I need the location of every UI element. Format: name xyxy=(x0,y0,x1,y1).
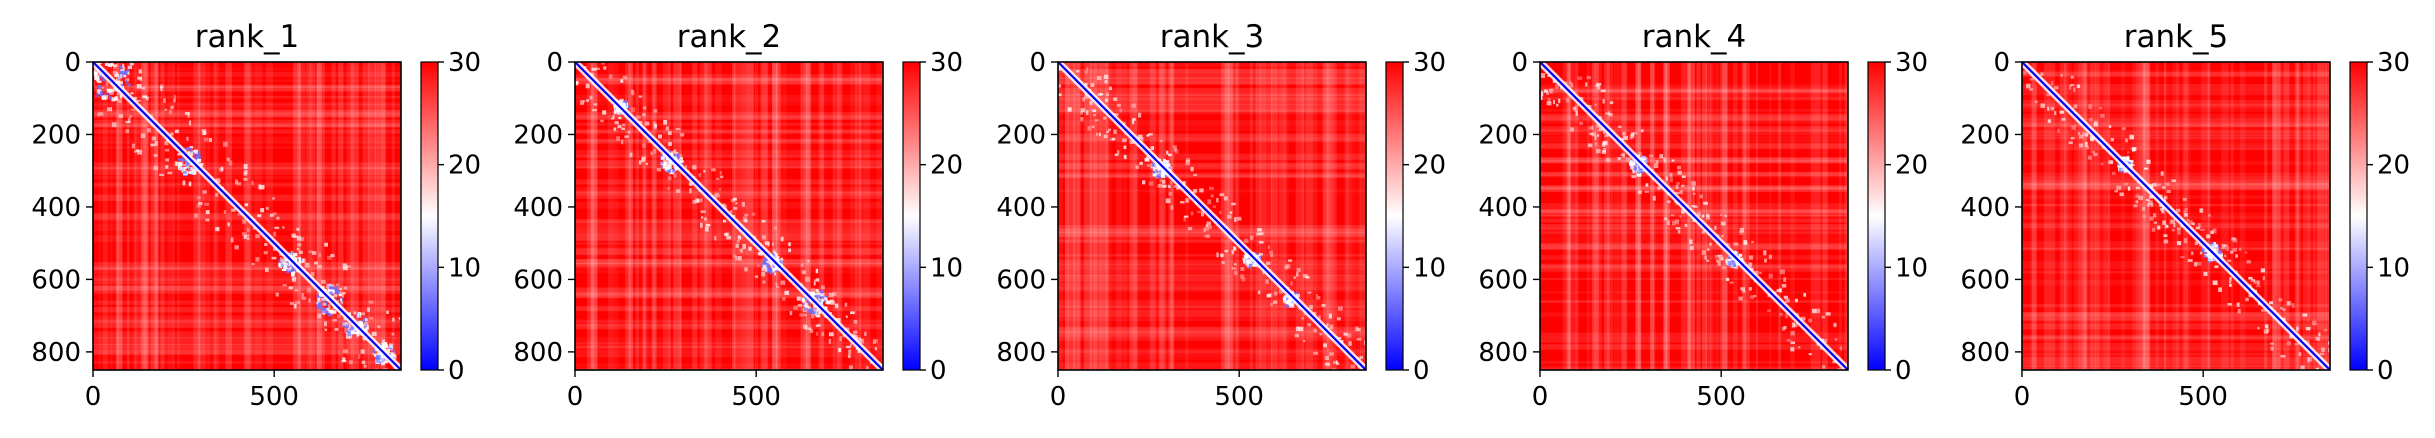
y-tick-label: 600 xyxy=(996,265,1046,295)
panel-title: rank_2 xyxy=(677,19,782,55)
panel-title: rank_3 xyxy=(1160,19,1265,55)
y-tick-label: 0 xyxy=(64,48,81,78)
y-tick-label: 800 xyxy=(31,338,81,368)
colorbar-tick-label: 10 xyxy=(1895,253,1928,283)
x-tick-label: 0 xyxy=(2014,382,2031,412)
colorbar-tick-label: 30 xyxy=(930,48,963,78)
y-tick-label: 800 xyxy=(513,338,563,368)
y-tick-label: 800 xyxy=(1478,338,1528,368)
axes-frame xyxy=(2021,61,2331,371)
colorbar-tick-label: 30 xyxy=(1895,48,1928,78)
colorbar-tick-label: 0 xyxy=(2377,356,2394,386)
y-tick-label: 200 xyxy=(1478,120,1528,150)
x-tick-label: 0 xyxy=(1050,382,1067,412)
axes-frame xyxy=(1057,61,1367,371)
colorbar xyxy=(420,61,439,371)
y-tick-label: 200 xyxy=(513,120,563,150)
y-tick-label: 400 xyxy=(1960,193,2010,223)
y-tick-label: 200 xyxy=(31,120,81,150)
diagonal-line xyxy=(93,62,401,370)
colorbar-tick-label: 0 xyxy=(1895,356,1912,386)
y-tick-label: 400 xyxy=(513,193,563,223)
heatmap-cells xyxy=(1058,62,1366,370)
y-tick-label: 600 xyxy=(1960,265,2010,295)
y-tick-label: 600 xyxy=(31,265,81,295)
y-tick-label: 0 xyxy=(1029,48,1046,78)
axes-frame xyxy=(574,61,884,371)
colorbar-tick-label: 10 xyxy=(2377,253,2410,283)
x-tick-label: 0 xyxy=(1532,382,1549,412)
colorbar-tick-label: 30 xyxy=(1413,48,1446,78)
y-tick-label: 0 xyxy=(546,48,563,78)
colorbar-tick-label: 30 xyxy=(2377,48,2410,78)
colorbar-tick-label: 20 xyxy=(1413,151,1446,181)
colorbar-tick-label: 20 xyxy=(448,151,481,181)
x-tick-label: 0 xyxy=(567,382,584,412)
colorbar xyxy=(1385,61,1404,371)
y-tick-label: 200 xyxy=(996,120,1046,150)
panel-title: rank_1 xyxy=(195,19,300,55)
colorbar-tick-label: 10 xyxy=(448,253,481,283)
y-tick-label: 0 xyxy=(1511,48,1528,78)
colorbar-tick-label: 0 xyxy=(930,356,947,386)
colorbar-tick-label: 20 xyxy=(930,151,963,181)
y-tick-label: 400 xyxy=(996,193,1046,223)
x-tick-label: 500 xyxy=(249,382,299,412)
diagonal-line xyxy=(1058,62,1366,370)
y-tick-label: 400 xyxy=(31,193,81,223)
y-tick-label: 800 xyxy=(996,338,1046,368)
y-tick-label: 400 xyxy=(1478,193,1528,223)
colorbar-tick-label: 30 xyxy=(448,48,481,78)
heatmap-cells xyxy=(93,62,401,370)
axes-frame xyxy=(1539,61,1849,371)
colorbar xyxy=(2349,61,2368,371)
x-tick-label: 0 xyxy=(85,382,102,412)
x-tick-label: 500 xyxy=(2178,382,2228,412)
colorbar xyxy=(1867,61,1886,371)
y-tick-label: 200 xyxy=(1960,120,2010,150)
colorbar-tick-label: 10 xyxy=(930,253,963,283)
diagonal-line xyxy=(575,62,883,370)
x-tick-label: 500 xyxy=(1696,382,1746,412)
colorbar-tick-label: 0 xyxy=(1413,356,1430,386)
heatmap-cells xyxy=(575,62,883,370)
colorbar-tick-label: 20 xyxy=(1895,151,1928,181)
y-tick-label: 600 xyxy=(513,265,563,295)
axes-frame xyxy=(92,61,402,371)
y-tick-label: 0 xyxy=(1993,48,2010,78)
panel-title: rank_4 xyxy=(1642,19,1747,55)
y-tick-label: 600 xyxy=(1478,265,1528,295)
panel-title: rank_5 xyxy=(2124,19,2229,55)
diagonal-line xyxy=(2022,62,2330,370)
colorbar-tick-label: 20 xyxy=(2377,151,2410,181)
diagonal-line xyxy=(1540,62,1848,370)
x-tick-label: 500 xyxy=(731,382,781,412)
colorbar xyxy=(902,61,921,371)
heatmap-cells xyxy=(1540,62,1848,370)
heatmap-cells xyxy=(2022,62,2330,370)
x-tick-label: 500 xyxy=(1214,382,1264,412)
colorbar-tick-label: 0 xyxy=(448,356,465,386)
colorbar-tick-label: 10 xyxy=(1413,253,1446,283)
y-tick-label: 800 xyxy=(1960,338,2010,368)
